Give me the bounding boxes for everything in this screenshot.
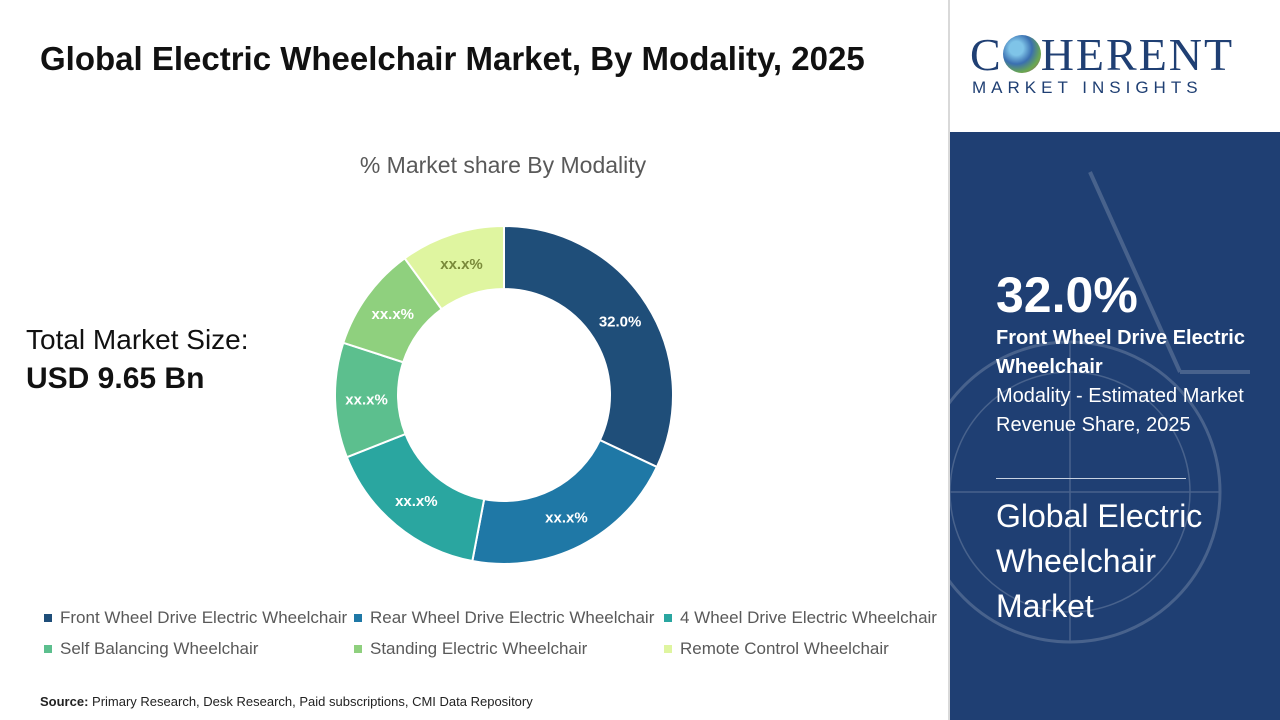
source-label: Source:	[40, 694, 89, 709]
legend-label: 4 Wheel Drive Electric Wheelchair	[680, 608, 937, 627]
highlight-percent: 32.0%	[996, 267, 1138, 323]
legend-swatch	[354, 614, 362, 622]
wheelchair-watermark-icon	[950, 171, 1250, 644]
panel-divider	[996, 478, 1186, 479]
legend-item: Rear Wheel Drive Electric Wheelchair	[354, 608, 654, 628]
side-panel: C HERENT MARKET INSIGHTS 32.0% Front Whee…	[950, 0, 1280, 720]
donut-slice	[503, 224, 674, 469]
legend-item: Remote Control Wheelchair	[664, 639, 889, 659]
donut-data-label: 32.0%	[599, 313, 642, 330]
legend-item: Standing Electric Wheelchair	[354, 639, 587, 659]
legend-swatch	[44, 645, 52, 653]
legend-label: Standing Electric Wheelchair	[370, 639, 588, 658]
legend-label: Remote Control Wheelchair	[680, 639, 889, 658]
page-title: Global Electric Wheelchair Market, By Mo…	[40, 40, 865, 77]
main-content: Global Electric Wheelchair Market, By Mo…	[26, 40, 937, 709]
total-market-label: Total Market Size:	[26, 324, 249, 355]
chart-title: % Market share By Modality	[359, 152, 647, 178]
legend-swatch	[354, 645, 362, 653]
highlight-market: Global Electric Wheelchair Market	[996, 498, 1203, 624]
legend-item: 4 Wheel Drive Electric Wheelchair	[664, 608, 937, 628]
donut-data-label: xx.x%	[545, 510, 588, 527]
divider	[948, 0, 950, 720]
donut-chart: 32.0% xx.x% xx.x% xx.x% xx.x% xx.x%	[334, 224, 674, 565]
legend-swatch	[44, 614, 52, 622]
legend-item: Front Wheel Drive Electric Wheelchair	[44, 608, 347, 628]
donut-data-label: xx.x%	[395, 493, 438, 510]
logo-wordmark: C HERENT	[970, 30, 1234, 80]
donut-data-label: xx.x%	[345, 391, 388, 408]
donut-slice	[403, 224, 505, 311]
legend-label: Self Balancing Wheelchair	[60, 639, 259, 658]
logo-letter-c: C	[970, 29, 1003, 80]
highlight-segment: Front Wheel Drive Electric Wheelchair	[996, 327, 1245, 378]
highlight-description: Modality - Estimated Market Revenue Shar…	[996, 385, 1244, 436]
logo: C HERENT MARKET INSIGHTS	[950, 0, 1280, 132]
donut-data-label: xx.x%	[371, 306, 414, 323]
source-note: Source: Primary Research, Desk Research,…	[40, 694, 533, 709]
globe-icon	[1002, 35, 1041, 73]
highlight-panel: 32.0% Front Wheel Drive Electric Wheelch…	[950, 132, 1280, 720]
source-text: Primary Research, Desk Research, Paid su…	[92, 694, 533, 709]
total-market-value: USD 9.65 Bn	[26, 362, 205, 395]
logo-letters-rest: HERENT	[1040, 29, 1235, 80]
donut-slice	[471, 438, 659, 565]
legend-swatch	[664, 614, 672, 622]
legend-item: Self Balancing Wheelchair	[44, 639, 258, 659]
legend-label: Rear Wheel Drive Electric Wheelchair	[370, 608, 655, 627]
legend-swatch	[664, 645, 672, 653]
donut-data-label: xx.x%	[440, 256, 483, 273]
logo-subtitle: MARKET INSIGHTS	[972, 78, 1203, 97]
legend-label: Front Wheel Drive Electric Wheelchair	[60, 608, 348, 627]
